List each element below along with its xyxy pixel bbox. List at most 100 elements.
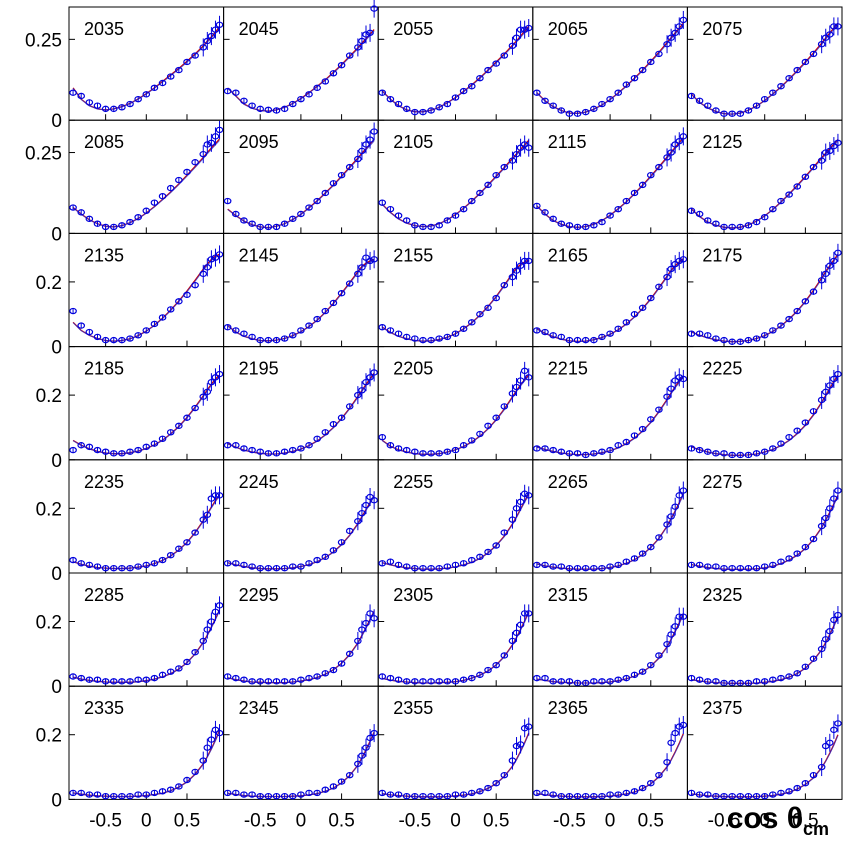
data-point [329, 421, 338, 428]
data-point [93, 563, 102, 570]
data-point [573, 679, 582, 687]
x-tick-label: -0.5 [89, 810, 122, 831]
data-point [736, 564, 745, 572]
data-point [93, 446, 102, 454]
data-point [126, 335, 134, 342]
data-point [752, 335, 761, 342]
data-point [736, 338, 745, 345]
panel: 2045 [223, 0, 379, 121]
data-point [508, 757, 517, 764]
data-point [288, 100, 297, 108]
data-point [248, 102, 256, 109]
data-point [435, 104, 444, 111]
data-point [142, 676, 151, 683]
data-point [191, 52, 199, 59]
data-point [93, 791, 102, 798]
panel-label: 2115 [548, 132, 587, 152]
data-point [752, 450, 761, 457]
fit-curve-alt [73, 731, 220, 797]
data-point [280, 105, 289, 113]
data-point [687, 445, 696, 452]
data-point [614, 561, 623, 569]
x-tick-label: -0.5 [708, 810, 741, 831]
data-point [703, 448, 712, 455]
data-point [358, 752, 366, 759]
data-point [614, 205, 623, 213]
data-point [760, 448, 769, 455]
data-point [362, 254, 370, 261]
data-point [809, 163, 818, 171]
data-point [769, 445, 777, 452]
data-point [484, 304, 492, 311]
data-point [516, 26, 525, 33]
fit-curve [381, 374, 530, 455]
data-point [573, 450, 582, 457]
data-point [663, 640, 671, 648]
panel: 2315 [532, 572, 688, 687]
data-point [720, 110, 728, 117]
data-point [232, 442, 240, 449]
data-point [801, 298, 810, 305]
data-point [297, 210, 305, 218]
data-point [264, 564, 273, 572]
data-point [402, 446, 411, 454]
panel: 2185 [68, 346, 225, 461]
data-point [264, 450, 273, 457]
data-point [158, 314, 167, 321]
data-point [109, 792, 118, 800]
data-point [549, 678, 557, 685]
data-point [769, 561, 777, 569]
data-point [305, 91, 313, 98]
panel-label: 2365 [548, 698, 588, 718]
data-point [419, 450, 427, 457]
y-tick-label: 0.2 [36, 273, 62, 294]
data-point [565, 678, 574, 685]
data-point [354, 637, 362, 645]
data-point [175, 298, 183, 305]
panel-label: 2245 [239, 472, 279, 492]
data-point [809, 288, 818, 295]
data-point [256, 448, 265, 455]
data-point [512, 742, 521, 750]
data-point [590, 678, 598, 685]
data-point [760, 332, 769, 339]
data-point [394, 330, 403, 337]
data-point [809, 50, 818, 58]
fit-curve-alt [382, 612, 530, 684]
data-point [207, 618, 216, 625]
panel-label: 2255 [393, 472, 433, 492]
data-point [667, 739, 675, 747]
data-point [183, 58, 191, 66]
fit-curve-alt [382, 260, 529, 342]
data-point [459, 560, 468, 567]
data-point [394, 791, 403, 798]
data-point [248, 791, 256, 798]
panel: 2295 [223, 572, 379, 687]
data-point [817, 157, 826, 164]
y-tick-label: 0 [51, 451, 62, 472]
data-point [760, 214, 769, 221]
data-point [280, 335, 289, 342]
data-point [524, 723, 533, 730]
data-point [93, 676, 102, 683]
data-point [581, 451, 590, 459]
panel: 2245 [223, 459, 379, 574]
panel-label: 2325 [702, 585, 742, 605]
data-point [467, 319, 476, 326]
data-point [638, 550, 647, 557]
data-point [508, 157, 517, 164]
data-point [166, 786, 175, 793]
data-point [199, 637, 208, 645]
data-point [671, 377, 679, 384]
data-point [801, 58, 810, 66]
data-point [345, 771, 354, 779]
panel-label: 2235 [84, 472, 124, 492]
data-point [362, 378, 370, 386]
data-point [337, 414, 346, 421]
data-point [801, 780, 810, 787]
data-point [793, 427, 802, 434]
data-point [500, 652, 509, 659]
data-point [821, 636, 830, 643]
data-point [402, 792, 411, 800]
data-point [215, 370, 224, 378]
